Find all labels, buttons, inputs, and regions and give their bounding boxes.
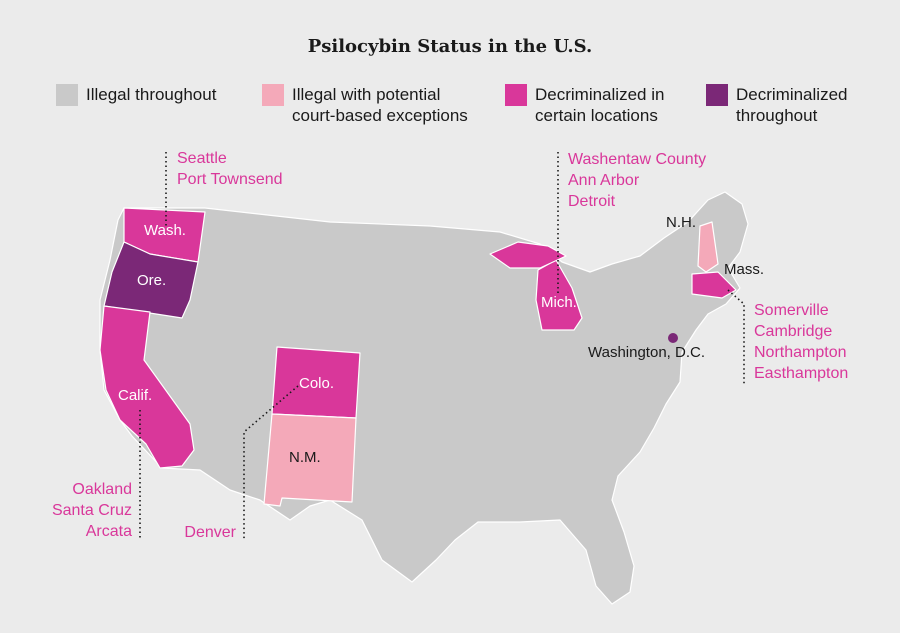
places-mich: Washentaw County Ann Arbor Detroit <box>568 151 707 210</box>
state-label-ore: Ore. <box>137 272 167 289</box>
map-title: Psilocybin Status in the U.S. <box>307 36 593 57</box>
legend-label-decriminalized-state: Decriminalized throughout <box>736 85 848 125</box>
legend-item-illegal: Illegal throughout <box>56 84 216 106</box>
state-new-hampshire <box>697 221 719 273</box>
state-massachusetts <box>691 271 737 299</box>
leader-mass <box>727 289 745 384</box>
places-colo: Denver <box>184 524 236 541</box>
state-label-wash: Wash. <box>144 222 186 239</box>
places-calif: Oakland Santa Cruz Arcata <box>51 481 132 540</box>
places-mass: Somerville Cambridge Northampton Eastham… <box>754 302 849 382</box>
state-label-colo: Colo. <box>299 375 335 392</box>
state-label-nm: N.M. <box>289 449 321 466</box>
legend-label-illegal: Illegal throughout <box>86 85 217 104</box>
legend-item-exceptions: Illegal with potential court-based excep… <box>262 84 468 126</box>
legend-item-decriminalized-state: Decriminalized throughout <box>706 84 847 126</box>
us-outline <box>99 191 749 605</box>
state-label-calif: Calif. <box>118 387 153 404</box>
leader-colo <box>243 385 299 540</box>
state-california <box>99 305 195 469</box>
state-label-mass: Mass. <box>724 261 765 278</box>
legend-swatch-illegal <box>56 84 78 106</box>
label-dc: Washington, D.C. <box>588 344 705 361</box>
legend-label-decriminalized-local: Decriminalized in certain locations <box>535 85 665 125</box>
legend-item-decriminalized-local: Decriminalized in certain locations <box>505 84 664 126</box>
state-new-mexico <box>263 413 357 507</box>
legend-swatch-exceptions <box>262 84 284 106</box>
legend-swatch-decriminalized-state <box>706 84 728 106</box>
legend-swatch-decriminalized-local <box>505 84 527 106</box>
legend-label-exceptions: Illegal with potential court-based excep… <box>292 85 468 125</box>
state-label-nh: N.H. <box>666 214 696 231</box>
state-michigan-upper <box>489 241 567 269</box>
dc-marker <box>668 333 678 343</box>
state-label-mich: Mich. <box>541 294 577 311</box>
places-wash: Seattle Port Townsend <box>177 150 283 188</box>
state-oregon <box>103 241 199 319</box>
